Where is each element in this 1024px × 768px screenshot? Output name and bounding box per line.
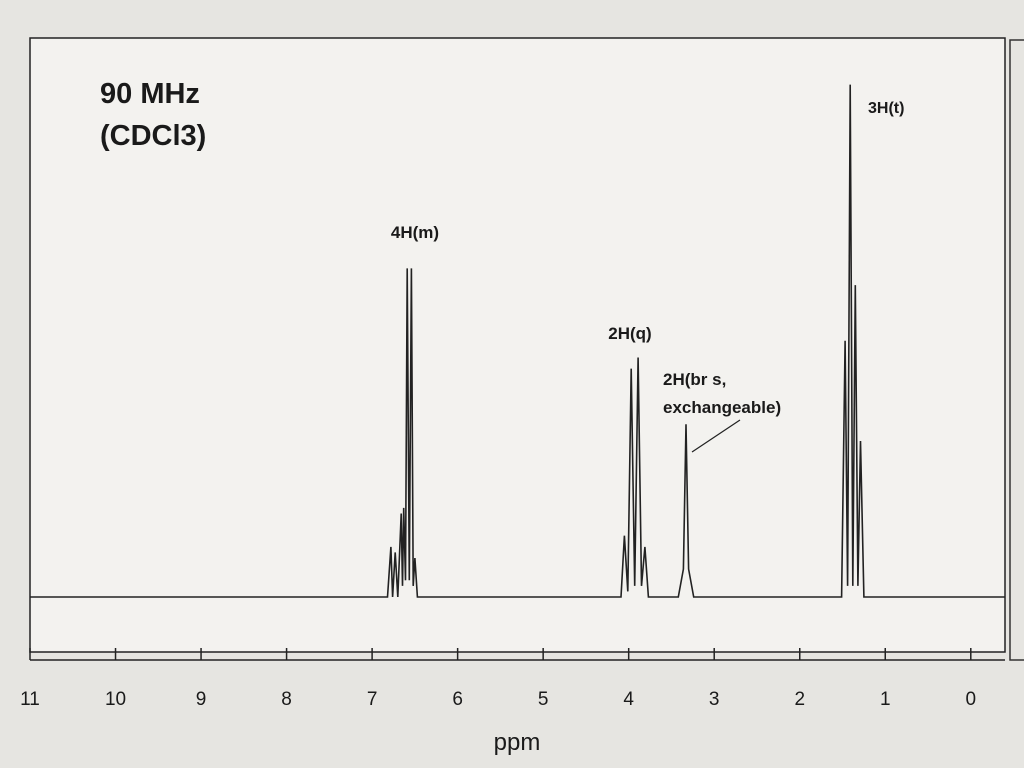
x-tick-label: 5: [538, 689, 549, 710]
annotation: 2H(br s,: [663, 370, 726, 389]
annotation: 3H(t): [868, 100, 904, 117]
annotation: 90 MHz: [100, 78, 200, 110]
x-tick-label: 3: [709, 689, 720, 710]
x-tick-label: 2: [794, 689, 805, 710]
x-tick-label: 11: [20, 689, 40, 710]
x-tick-label: 8: [281, 689, 292, 710]
x-tick-label: 9: [196, 689, 207, 710]
spectrum-line: [30, 84, 1005, 598]
x-tick-label: 0: [966, 689, 977, 710]
x-axis-label: ppm: [494, 729, 541, 756]
annotation-pointer: [691, 419, 741, 453]
annotation: 4H(m): [391, 223, 439, 242]
x-tick-label: 10: [105, 689, 126, 710]
annotation: (CDCl3): [100, 120, 206, 152]
annotation: exchangeable): [663, 398, 781, 417]
annotation: 2H(q): [608, 324, 651, 343]
x-tick-label: 6: [452, 689, 463, 710]
x-tick-label: 7: [367, 689, 378, 710]
x-tick-label: 4: [623, 689, 634, 710]
neighbor-panel: [1009, 39, 1024, 661]
x-tick-label: 1: [880, 689, 891, 710]
